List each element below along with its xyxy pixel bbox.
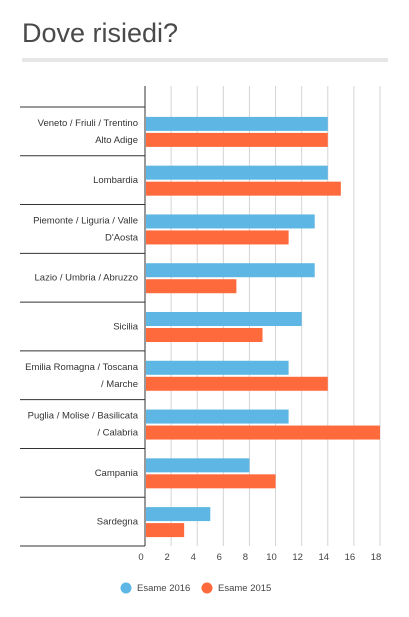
category-label: Emilia Romagna / Toscana bbox=[25, 362, 139, 373]
category-label: Lombardia bbox=[93, 175, 139, 186]
x-tick-label: 2 bbox=[164, 552, 169, 563]
category-label: D'Aosta bbox=[105, 232, 139, 243]
bar-2015 bbox=[146, 474, 276, 489]
x-tick-label: 18 bbox=[371, 552, 382, 563]
bar-2016 bbox=[146, 116, 328, 131]
x-tick-label: 8 bbox=[243, 552, 248, 563]
legend-label: Esame 2015 bbox=[218, 583, 271, 594]
x-tick-label: 14 bbox=[318, 552, 329, 563]
category-label: Lazio / Umbria / Abruzzo bbox=[35, 273, 139, 284]
x-tick-label: 0 bbox=[138, 552, 143, 563]
bar-2015 bbox=[146, 279, 237, 294]
category-label: Sicilia bbox=[113, 322, 139, 333]
legend: Esame 2016 Esame 2015 bbox=[120, 582, 271, 594]
legend-label: Esame 2016 bbox=[137, 583, 190, 594]
title-divider bbox=[22, 58, 388, 62]
bar-2015 bbox=[146, 328, 263, 342]
legend-marker bbox=[120, 582, 132, 594]
bar-2015 bbox=[146, 425, 380, 440]
category-label: Alto Adige bbox=[95, 135, 138, 146]
x-axis-ticks: 0 2 4 6 8 10 12 14 16 18 bbox=[138, 552, 381, 563]
bar-2016 bbox=[146, 507, 211, 522]
x-tick-label: 4 bbox=[191, 552, 196, 563]
x-tick-label: 12 bbox=[292, 552, 303, 563]
bar-2016 bbox=[146, 263, 315, 278]
bar-2015 bbox=[146, 376, 328, 391]
category-label: / Marche bbox=[101, 379, 138, 390]
bar-2016 bbox=[146, 165, 328, 180]
bar-2015 bbox=[146, 523, 185, 538]
category-separators bbox=[20, 106, 145, 547]
bar-2016 bbox=[146, 312, 302, 326]
bar-2016 bbox=[146, 214, 315, 229]
x-tick-label: 6 bbox=[217, 552, 222, 563]
x-tick-label: 16 bbox=[345, 552, 356, 563]
category-label: / Calabria bbox=[97, 428, 138, 439]
bar-2015 bbox=[146, 132, 328, 147]
category-label: Piemonte / Liguria / Valle bbox=[33, 215, 138, 226]
bar-2016 bbox=[146, 360, 289, 375]
category-labels: Veneto / Friuli / Trentino Alto Adige Lomb… bbox=[25, 118, 139, 528]
bar-2015 bbox=[146, 230, 289, 245]
bar-2016 bbox=[146, 458, 250, 473]
category-label: Sardegna bbox=[97, 517, 139, 528]
bars bbox=[146, 116, 380, 538]
bar-2015 bbox=[146, 181, 341, 196]
chart-title: Dove risiedi? bbox=[22, 18, 179, 48]
bar-2016 bbox=[146, 409, 289, 424]
category-label: Veneto / Friuli / Trentino bbox=[38, 118, 138, 129]
legend-marker bbox=[201, 582, 213, 594]
category-label: Puglia / Molise / Basilicata bbox=[28, 411, 139, 422]
category-label: Campania bbox=[95, 468, 139, 479]
x-tick-label: 10 bbox=[266, 552, 277, 563]
